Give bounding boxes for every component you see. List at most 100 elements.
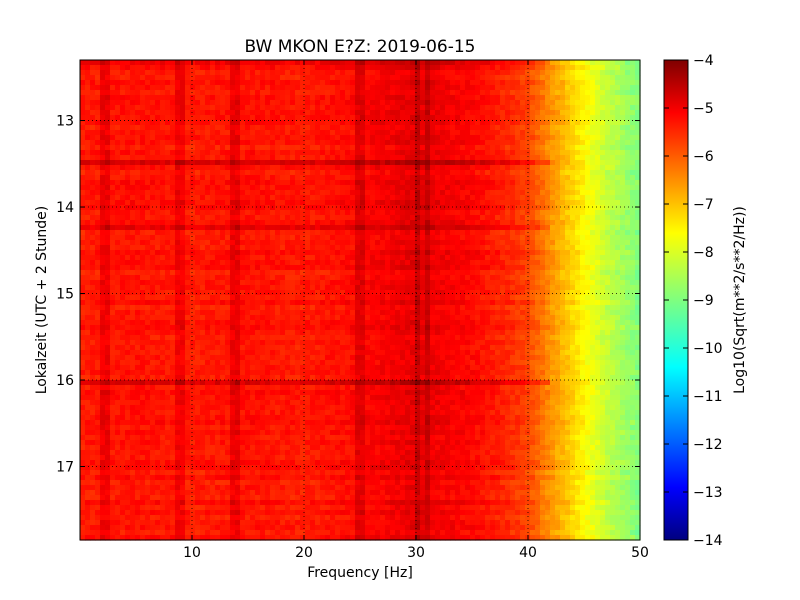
heatmap-cell — [345, 180, 351, 186]
heatmap-cell — [300, 125, 306, 131]
heatmap-cell — [320, 150, 326, 156]
heatmap-cell — [320, 255, 326, 261]
heatmap-cell — [100, 170, 106, 176]
heatmap-cell — [480, 165, 486, 171]
heatmap-cell — [105, 195, 111, 201]
heatmap-cell — [630, 195, 636, 201]
heatmap-cell — [335, 105, 341, 111]
heatmap-cell — [305, 240, 311, 246]
heatmap-cell — [470, 260, 476, 266]
heatmap-cell — [595, 65, 601, 71]
heatmap-cell — [235, 260, 241, 266]
heatmap-cell — [290, 185, 296, 191]
heatmap-cell — [400, 200, 406, 206]
heatmap-cell — [360, 140, 366, 146]
heatmap-cell — [555, 250, 561, 256]
heatmap-cell — [265, 140, 271, 146]
heatmap-cell — [515, 245, 521, 251]
heatmap-cell — [250, 140, 256, 146]
heatmap-cell — [590, 230, 596, 236]
heatmap-cell — [620, 130, 626, 136]
heatmap-cell — [120, 135, 126, 141]
heatmap-cell — [300, 220, 306, 226]
heatmap-cell — [490, 130, 496, 136]
heatmap-cell — [595, 135, 601, 141]
heatmap-cell — [305, 65, 311, 71]
heatmap-cell — [605, 80, 611, 86]
heatmap-cell — [225, 230, 231, 236]
heatmap-cell — [630, 60, 636, 66]
heatmap-cell — [360, 150, 366, 156]
heatmap-cell — [630, 235, 636, 241]
heatmap-cell — [320, 80, 326, 86]
heatmap-cell — [505, 270, 511, 276]
heatmap-cell — [605, 185, 611, 191]
heatmap-cell — [300, 200, 306, 206]
heatmap-cell — [410, 205, 416, 211]
heatmap-cell — [250, 110, 256, 116]
heatmap-cell — [620, 245, 626, 251]
heatmap-cell — [485, 100, 491, 106]
heatmap-cell — [390, 115, 396, 121]
heatmap-cell — [635, 270, 641, 276]
heatmap-cell — [395, 225, 401, 231]
heatmap-cell — [255, 120, 261, 126]
heatmap-cell — [400, 75, 406, 81]
heatmap-cell — [235, 125, 241, 131]
heatmap-cell — [435, 195, 441, 201]
heatmap-cell — [375, 265, 381, 271]
heatmap-cell — [330, 275, 336, 281]
heatmap-cell — [145, 140, 151, 146]
heatmap-cell — [170, 195, 176, 201]
heatmap-cell — [535, 230, 541, 236]
heatmap-cell — [605, 190, 611, 196]
heatmap-cell — [325, 175, 331, 181]
heatmap-cell — [575, 125, 581, 131]
heatmap-cell — [175, 60, 181, 66]
heatmap-cell — [100, 90, 106, 96]
heatmap-cell — [80, 215, 86, 221]
heatmap-cell — [400, 215, 406, 221]
heatmap-cell — [170, 280, 176, 286]
heatmap-cell — [95, 100, 101, 106]
heatmap-cell — [90, 150, 96, 156]
heatmap-cell — [455, 165, 461, 171]
heatmap-cell — [395, 100, 401, 106]
heatmap-cell — [235, 140, 241, 146]
heatmap-cell — [265, 95, 271, 101]
heatmap-cell — [480, 145, 486, 151]
heatmap-cell — [230, 120, 236, 126]
heatmap-cell — [85, 115, 91, 121]
heatmap-cell — [330, 60, 336, 66]
heatmap-cell — [270, 75, 276, 81]
heatmap-cell — [175, 70, 181, 76]
heatmap-cell — [515, 235, 521, 241]
heatmap-cell — [240, 195, 246, 201]
heatmap-cell — [260, 220, 266, 226]
heatmap-cell — [135, 150, 141, 156]
heatmap-cell — [220, 215, 226, 221]
heatmap-cell — [180, 85, 186, 91]
heatmap-cell — [355, 160, 361, 166]
heatmap-cell — [340, 100, 346, 106]
heatmap-cell — [210, 205, 216, 211]
heatmap-cell — [300, 185, 306, 191]
heatmap-cell — [95, 120, 101, 126]
heatmap-cell — [495, 245, 501, 251]
heatmap-cell — [445, 180, 451, 186]
heatmap-cell — [130, 205, 136, 211]
heatmap-cell — [615, 240, 621, 246]
heatmap-cell — [480, 275, 486, 281]
heatmap-cell — [365, 160, 371, 166]
heatmap-cell — [575, 145, 581, 151]
heatmap-cell — [475, 200, 481, 206]
heatmap-cell — [95, 205, 101, 211]
heatmap-cell — [560, 85, 566, 91]
heatmap-cell — [615, 125, 621, 131]
heatmap-cell — [295, 85, 301, 91]
heatmap-cell — [450, 105, 456, 111]
heatmap-cell — [620, 70, 626, 76]
heatmap-cell — [245, 185, 251, 191]
heatmap-cell — [430, 240, 436, 246]
heatmap-cell — [155, 265, 161, 271]
